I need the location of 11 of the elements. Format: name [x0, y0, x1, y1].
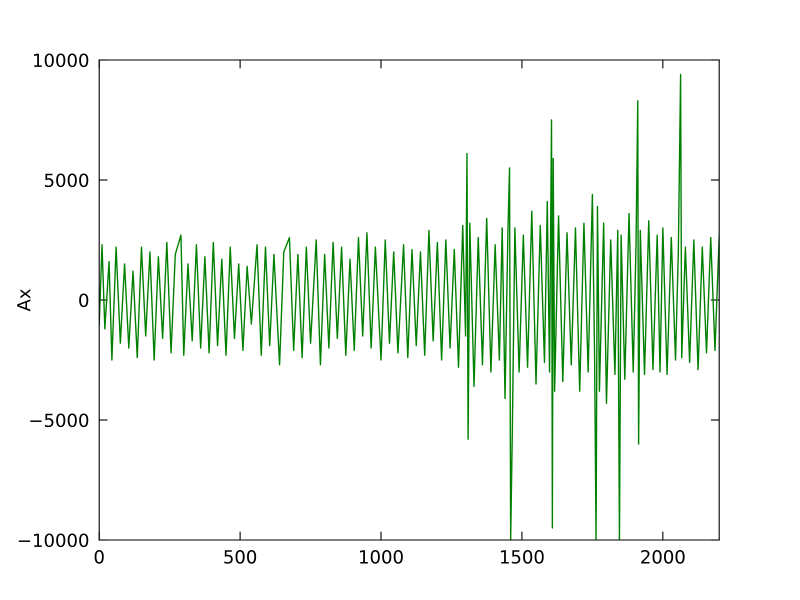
x-tick-label: 500: [224, 550, 256, 564]
x-tick-label: 1000: [360, 550, 403, 564]
y-tick-label: −5000: [30, 413, 88, 428]
y-tick-label: 5000: [44, 173, 88, 188]
y-tick-label: −10000: [18, 533, 88, 548]
x-tick-label: 2000: [641, 550, 685, 564]
y-tick-label: 0: [79, 293, 88, 308]
x-tick-label: 1500: [500, 550, 544, 564]
x-tick-label: 0: [94, 550, 104, 564]
y-tick-label: 10000: [34, 53, 88, 68]
y-axis-title: Ax: [17, 289, 30, 312]
